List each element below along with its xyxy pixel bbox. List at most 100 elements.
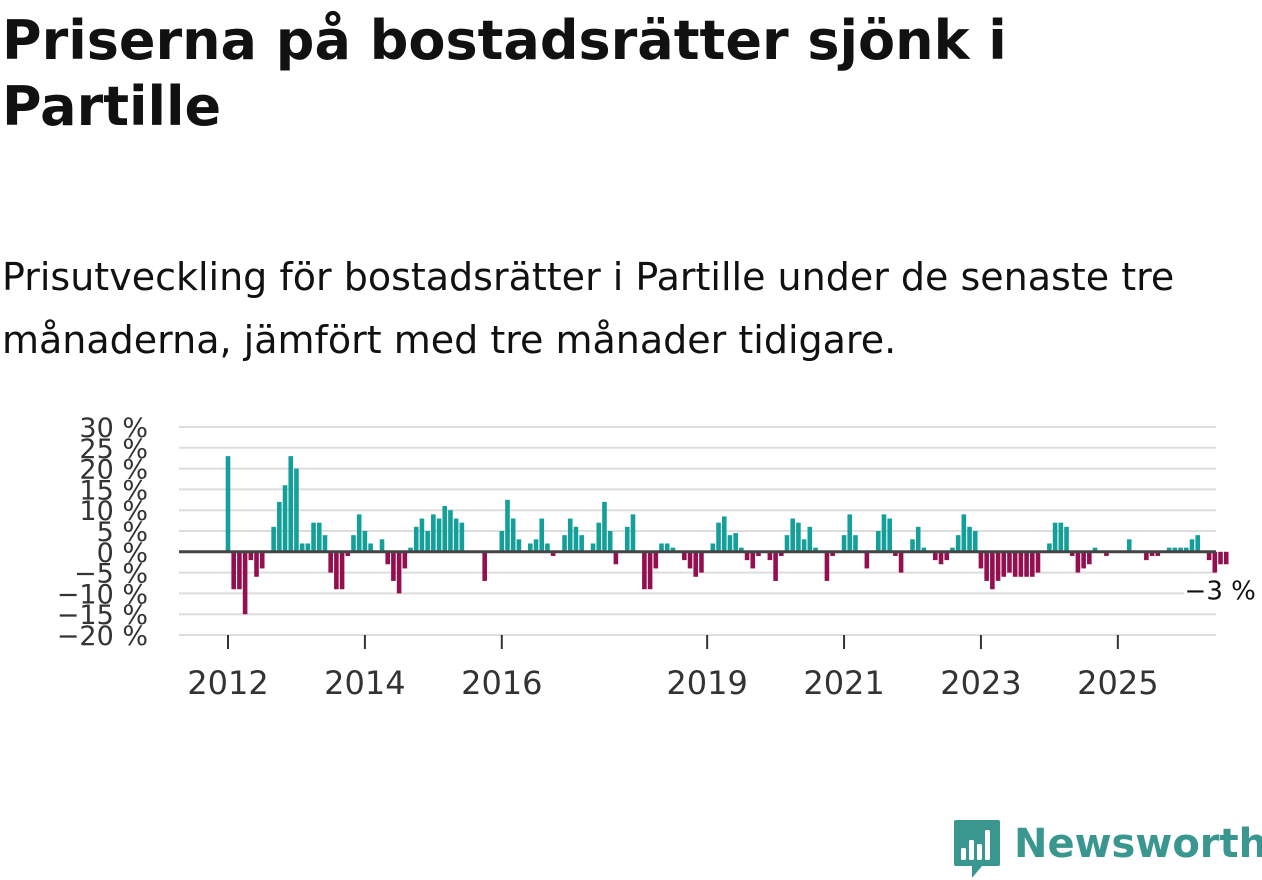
x-tick-label: 2016 [461, 664, 542, 700]
bar [431, 514, 436, 552]
bar [1018, 551, 1024, 577]
bar [277, 501, 282, 552]
bar [938, 551, 944, 565]
bar [510, 518, 516, 552]
last-value-label: −3 % [1185, 576, 1256, 606]
bar [334, 551, 339, 590]
bar [545, 543, 550, 552]
y-tick-label: 10 % [79, 496, 148, 527]
bar [413, 526, 419, 552]
bar [1149, 551, 1155, 556]
bar [1087, 551, 1092, 565]
bar [841, 535, 847, 552]
brand-name: Newsworthy [1014, 821, 1262, 867]
bar [642, 551, 647, 590]
bar [528, 543, 533, 552]
bar [271, 526, 276, 552]
bar [402, 551, 408, 569]
bar [499, 531, 505, 552]
page-title: Priserna på bostadsrätter sjönk i Partil… [2, 9, 1007, 138]
bar [887, 518, 892, 552]
bar [231, 551, 236, 590]
bar [1069, 551, 1075, 556]
bar [955, 535, 961, 552]
y-tick-label: 5 % [97, 517, 148, 548]
bar [288, 456, 294, 552]
bar [1052, 522, 1058, 552]
bar [396, 551, 402, 594]
bar [990, 551, 995, 590]
bar [756, 551, 761, 556]
bar [1223, 551, 1229, 565]
bar [516, 539, 522, 552]
bar [881, 514, 887, 552]
bar [1092, 547, 1098, 552]
bar [830, 551, 835, 556]
bar [1218, 551, 1223, 565]
bar [767, 551, 773, 561]
x-tick-label: 2019 [666, 664, 747, 700]
bar [630, 514, 636, 552]
bar [316, 522, 322, 552]
y-tick-label: −10 % [57, 579, 148, 610]
brand-logo[interactable]: Newsworthy [952, 818, 1262, 880]
bar [898, 551, 904, 573]
bar [436, 518, 442, 552]
bar [670, 547, 676, 552]
bar [664, 543, 670, 552]
bar [225, 456, 231, 552]
bar [915, 526, 921, 552]
bar-chart: 30 %25 %20 %15 %10 %5 %0 %−5 %−10 %−15 %… [57, 413, 1259, 700]
bar [1035, 551, 1041, 573]
bar [659, 543, 664, 552]
bar [875, 531, 881, 552]
bar [254, 551, 259, 577]
bar [721, 516, 727, 552]
bar [1126, 539, 1132, 552]
bar [248, 551, 254, 561]
bar [259, 551, 265, 569]
x-tick-label: 2023 [940, 664, 1021, 700]
bar [1001, 551, 1007, 577]
bar [425, 531, 430, 552]
bar [790, 518, 796, 552]
x-tick-label: 2012 [187, 664, 268, 700]
bar [813, 547, 818, 552]
y-tick-label: 25 % [79, 434, 148, 465]
bar [984, 551, 989, 581]
bar [322, 535, 328, 552]
bar [847, 514, 853, 552]
bar [1104, 551, 1109, 556]
bar [1058, 522, 1064, 552]
bar [282, 485, 288, 552]
bar [1144, 551, 1149, 561]
bar [961, 514, 967, 552]
bar [368, 543, 373, 552]
y-axis: 30 %25 %20 %15 %10 %5 %0 %−5 %−10 %−15 %… [57, 413, 148, 652]
bar [750, 551, 756, 569]
bar [693, 551, 699, 577]
bar [784, 535, 790, 552]
bar [647, 551, 653, 590]
bar [773, 551, 778, 581]
bar [972, 531, 978, 552]
chart-subtitle: Prisutveckling för bostadsrätter i Parti… [2, 255, 1175, 362]
bar [739, 547, 744, 552]
y-tick-label: 20 % [79, 455, 148, 486]
bar [1166, 547, 1172, 552]
bars [225, 456, 1229, 615]
bar [345, 551, 351, 556]
bar [294, 468, 299, 552]
newsworthy-logo-icon [954, 820, 1000, 878]
bar [1172, 547, 1178, 552]
bar [653, 551, 659, 569]
bar [727, 535, 733, 552]
bar [893, 551, 898, 556]
bar [1212, 551, 1218, 573]
bar [933, 551, 938, 561]
bar [1047, 543, 1052, 552]
bar [1081, 551, 1086, 569]
bar [978, 551, 984, 569]
bar [1029, 551, 1035, 577]
bar [442, 506, 448, 552]
